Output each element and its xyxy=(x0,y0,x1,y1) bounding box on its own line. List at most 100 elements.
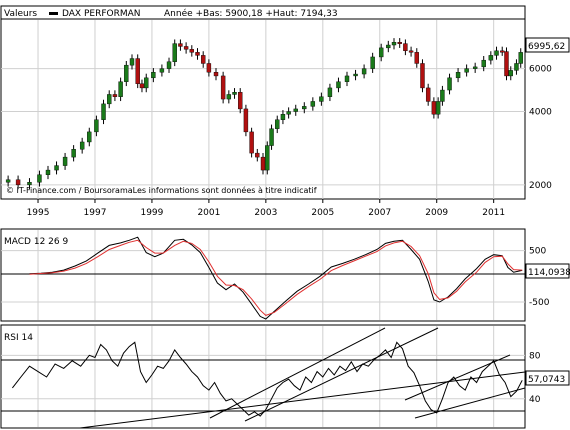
candle-down xyxy=(15,179,21,186)
macd-y-tick-label: 500 xyxy=(529,247,546,257)
rsi-title: RSI 14 xyxy=(4,333,33,343)
price-x-ticks: 1995 1997 1999 2001 2003 2005 2007 2009 2011 xyxy=(27,199,505,218)
candle-down xyxy=(260,156,266,171)
macd-last-value-box xyxy=(525,263,570,279)
price-y-ticks: 2000 4000 6000 xyxy=(529,65,552,191)
candle-up xyxy=(27,182,32,186)
price-last-value-badge: 6995,62 xyxy=(525,37,570,53)
macd-lines xyxy=(29,236,523,320)
year-stats: Année +Bas: 5900,18 +Haut: 7194,33 xyxy=(164,8,338,19)
candle-down xyxy=(425,87,431,102)
candle-up xyxy=(159,68,165,73)
candle-up xyxy=(62,156,68,166)
rsi-last-value: 57,0743 xyxy=(528,375,565,385)
candle-down xyxy=(195,52,200,56)
candle-up xyxy=(124,64,129,82)
candle-down xyxy=(504,51,509,77)
candle-up xyxy=(286,111,291,115)
macd-plot-frame xyxy=(0,228,526,322)
candle-down xyxy=(135,58,140,84)
candle-down xyxy=(183,46,189,50)
candle-up xyxy=(518,52,523,64)
candle-up xyxy=(5,179,11,183)
candle-up xyxy=(514,63,519,71)
rsi-y-tick-label: 80 xyxy=(529,351,541,361)
candle-down xyxy=(200,55,206,64)
macd-title: MACD 12 26 9 xyxy=(4,237,68,247)
candle-up xyxy=(464,68,469,73)
candle-up xyxy=(353,73,358,77)
macd-panel: MACD 12 26 9 500 -500 114,0938 xyxy=(0,228,570,322)
candle-up xyxy=(37,174,42,183)
macd-last-value-badge: 114,0938 xyxy=(525,263,570,279)
price-x-tick-label: 2009 xyxy=(425,208,448,218)
candle-up xyxy=(481,59,486,68)
candle-up xyxy=(344,75,350,82)
rsi-series-line xyxy=(12,341,523,417)
candle-up xyxy=(327,87,333,97)
price-x-tick-label: 2011 xyxy=(482,208,505,218)
candle-down xyxy=(408,50,414,53)
macd-y-ticks: 500 -500 xyxy=(529,247,550,308)
candle-up xyxy=(370,56,375,69)
price-y-tick-label: 2000 xyxy=(529,181,552,191)
macd-signal-line xyxy=(29,239,523,316)
candle-down xyxy=(249,131,254,154)
price-last-value: 6995,62 xyxy=(528,42,565,52)
price-panel: Valeurs DAX PERFORMAN Année +Bas: 5900,1… xyxy=(0,5,570,218)
candle-up xyxy=(151,72,156,79)
candle-up xyxy=(172,43,177,62)
candle-down xyxy=(255,152,260,158)
candle-up xyxy=(144,77,149,89)
candle-up xyxy=(378,47,384,58)
candle-up xyxy=(265,145,270,171)
candle-up xyxy=(472,66,478,69)
candle-up xyxy=(488,55,494,61)
candle-up xyxy=(94,119,99,133)
rsi-trendline-1 xyxy=(209,327,386,419)
candle-up xyxy=(293,108,298,112)
candle-up xyxy=(129,58,135,66)
candle-up xyxy=(107,94,112,105)
price-last-value-box xyxy=(525,37,570,53)
rsi-trendline-4 xyxy=(414,387,526,419)
candle-up xyxy=(118,81,123,97)
candle-up xyxy=(302,106,307,110)
rsi-trendline-3 xyxy=(79,371,526,429)
candle-down xyxy=(397,42,402,44)
candle-down xyxy=(403,43,408,52)
rsi-last-value-badge: 57,0743 xyxy=(525,370,570,386)
price-x-tick-label: 1995 xyxy=(27,208,50,218)
source-note: © IT-Finance.com / BoursoramaLes informa… xyxy=(6,185,317,195)
series-swatch xyxy=(49,12,58,15)
rsi-line xyxy=(12,341,523,417)
candle-down xyxy=(178,43,183,47)
rsi-y-tick-label: 40 xyxy=(529,395,541,405)
candle-down xyxy=(112,94,118,97)
rsi-gridlines xyxy=(1,326,525,427)
candle-up xyxy=(336,81,341,89)
macd-gridlines xyxy=(1,230,525,320)
candle-up xyxy=(79,141,85,150)
price-candles xyxy=(5,38,523,190)
price-gridlines xyxy=(1,20,525,199)
candle-up xyxy=(269,128,274,146)
candle-up xyxy=(71,149,76,158)
candle-down xyxy=(420,63,425,89)
price-y-tick-label: 4000 xyxy=(529,108,552,118)
candle-up xyxy=(435,101,441,115)
candle-up xyxy=(226,94,232,100)
macd-last-value: 114,0938 xyxy=(528,268,570,278)
candle-down xyxy=(238,92,243,110)
candle-down xyxy=(206,63,212,73)
candle-up xyxy=(280,114,286,120)
candle-up xyxy=(508,70,513,77)
candle-up xyxy=(101,103,106,120)
candle-up xyxy=(275,119,280,129)
candle-up xyxy=(440,89,445,102)
candle-up xyxy=(87,131,92,143)
candle-down xyxy=(220,75,226,100)
candle-up xyxy=(447,77,452,91)
candle-down xyxy=(189,49,195,53)
